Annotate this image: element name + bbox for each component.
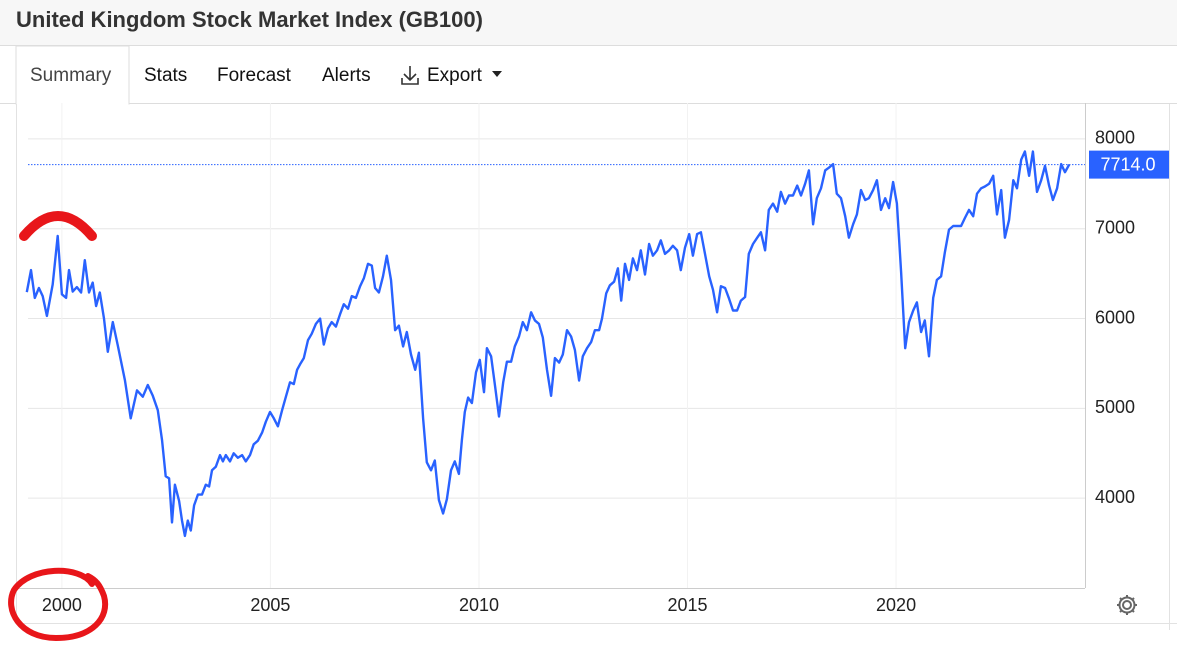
settings-icon[interactable] [1117,595,1137,615]
last-value-label: 7714.0 [1100,154,1155,174]
header-bar [0,0,1177,45]
tab[interactable]: Summary [30,65,112,86]
last-value-box [1089,150,1169,179]
price-line [25,150,1071,538]
x-tick-label: 2020 [876,595,916,615]
tab[interactable]: Stats [144,65,187,86]
tab[interactable]: Alerts [322,65,371,86]
page-title: United Kingdom Stock Market Index (GB100… [16,7,483,32]
x-tick-label: 2015 [667,595,707,615]
y-tick-label: 4000 [1095,487,1135,507]
tab[interactable]: Forecast [217,65,292,86]
annotation-circle [8,567,109,642]
annotation-arc [19,211,97,241]
tab[interactable]: Export [427,65,483,86]
active-tab-bg [15,45,130,105]
x-tick-label: 2005 [250,595,290,615]
plot: 4000 5000 6000 7000 8000 2000 2005 2010 2015 2020… [16,103,1169,615]
y-tick-label: 6000 [1095,307,1135,327]
y-tick-label: 7000 [1095,217,1135,237]
download-icon [401,66,419,85]
x-tick-label: 2010 [459,595,499,615]
x-tick-label: 2000 [42,595,82,615]
caret-icon [492,71,502,77]
y-tick-label: 8000 [1095,128,1135,148]
y-tick-label: 5000 [1095,397,1135,417]
